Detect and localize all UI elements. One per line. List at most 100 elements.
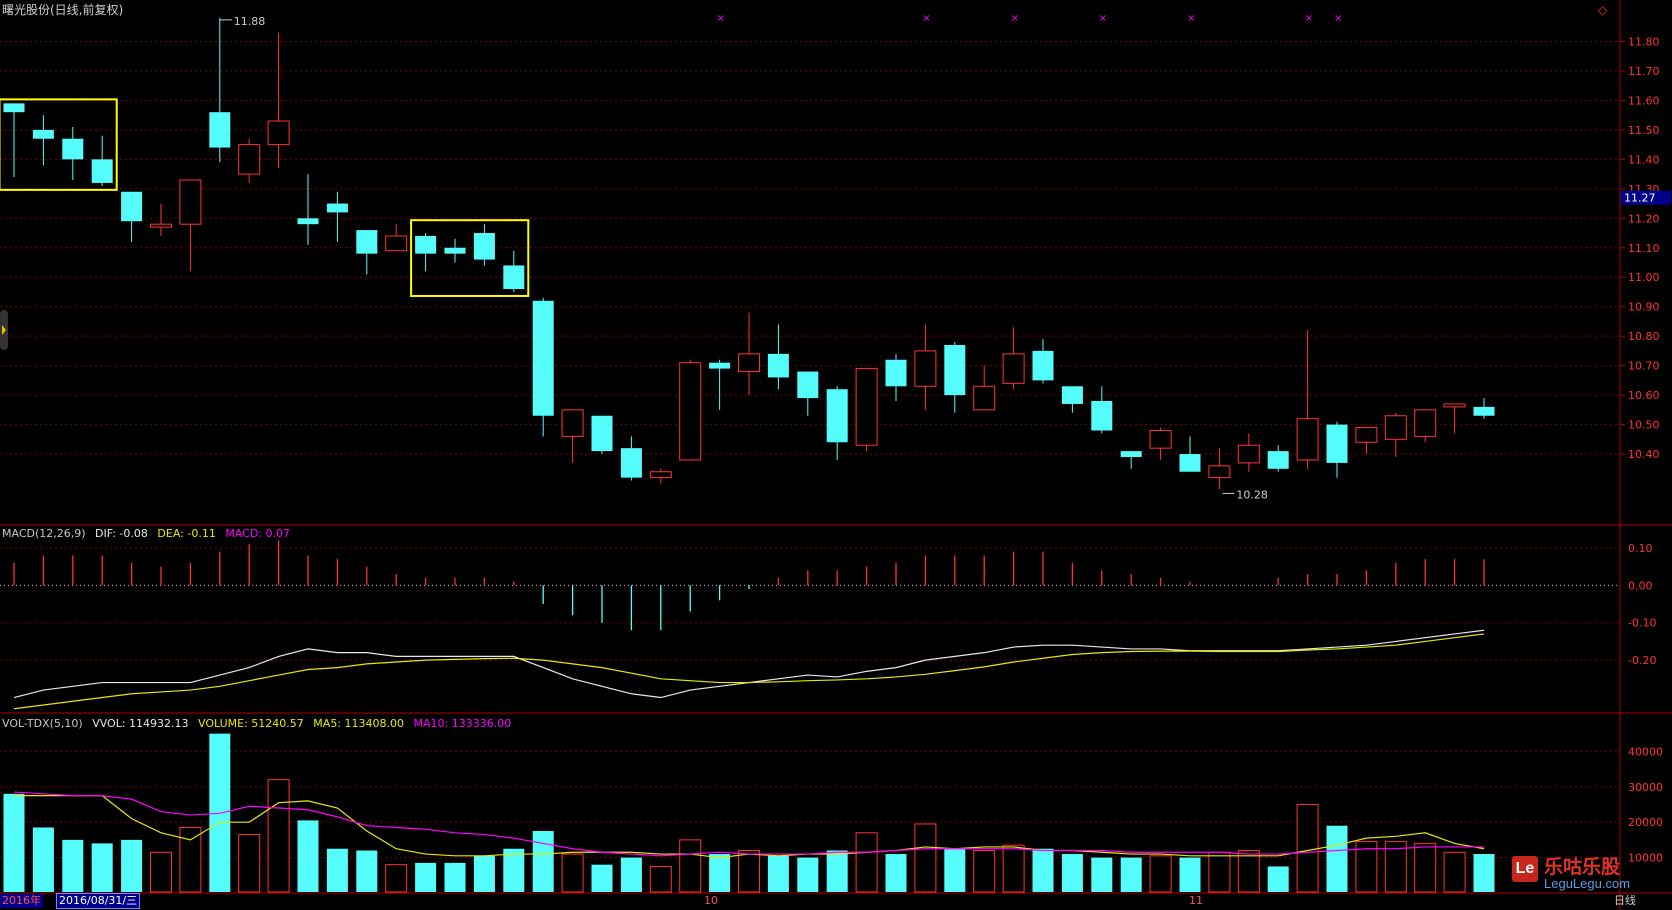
volume-bar xyxy=(855,832,878,893)
volume-bar xyxy=(150,851,172,893)
volume-bar xyxy=(944,848,966,892)
event-marker: × xyxy=(717,13,725,24)
candle-body xyxy=(1179,454,1201,472)
volume-bar xyxy=(385,864,408,893)
logo-en-text: LeguLegu.com xyxy=(1544,876,1631,891)
candle-body xyxy=(1355,427,1378,443)
macd-tick-label: 0.00 xyxy=(1628,579,1653,592)
candle-body xyxy=(738,353,760,373)
candle-body xyxy=(326,203,348,213)
candle-body xyxy=(209,112,231,148)
volume-bar xyxy=(1296,803,1319,893)
candle-body xyxy=(1443,403,1466,408)
event-marker: × xyxy=(922,13,930,24)
candle-body xyxy=(1326,424,1348,463)
volume-bar xyxy=(738,850,760,893)
volume-bar xyxy=(826,850,848,892)
cursor-date-label[interactable]: 2016/08/31/三 xyxy=(56,893,141,909)
event-marker: × xyxy=(1099,13,1107,24)
volume-bar xyxy=(238,834,261,893)
volume-ma5-line xyxy=(14,795,1485,859)
volume-bar xyxy=(503,848,525,892)
volume-bar xyxy=(1414,842,1437,893)
candle-body xyxy=(1473,406,1495,416)
volume-bar xyxy=(1208,851,1231,893)
volume-bar xyxy=(444,862,466,892)
volume-bar xyxy=(326,848,348,892)
year-label: 2016年 xyxy=(0,894,43,908)
candle-body xyxy=(1296,418,1319,461)
month-label-10: 10 xyxy=(704,894,718,907)
vol-legend-name: VOL-TDX(5,10) xyxy=(2,717,83,730)
legulegu-logo: Le 乐咕乐股 LeguLegu.com xyxy=(1512,852,1672,904)
volume-bar xyxy=(91,843,113,892)
candle-body xyxy=(444,247,466,254)
dea-line xyxy=(13,633,1485,710)
price-tick-label: 11.80 xyxy=(1628,35,1660,48)
candle-body xyxy=(385,235,408,252)
event-marker: × xyxy=(1011,13,1019,24)
volume-bar xyxy=(591,864,613,892)
volume-bar xyxy=(797,857,819,892)
candle-body xyxy=(620,448,642,478)
candle-body xyxy=(1384,415,1407,440)
candle-body xyxy=(62,138,84,160)
volume-bar xyxy=(1061,854,1083,892)
dif-line xyxy=(13,629,1485,699)
volume-bar xyxy=(914,823,937,893)
candle-body xyxy=(1267,451,1289,469)
candle-body xyxy=(415,235,437,254)
volume-bar xyxy=(679,839,702,893)
vol-legend-ma5: MA5: 113408.00 xyxy=(313,717,404,730)
candle-body xyxy=(91,159,113,183)
period-label[interactable]: 日线 xyxy=(1614,894,1636,907)
volume-ma10-line xyxy=(13,791,1484,857)
candle-body xyxy=(267,120,290,146)
macd-tick-label: -0.20 xyxy=(1628,654,1656,667)
price-tick-label: 11.60 xyxy=(1628,94,1660,107)
event-marker: × xyxy=(1187,13,1195,24)
candle-body xyxy=(179,179,202,225)
volume-bar xyxy=(973,850,996,893)
highlight-box xyxy=(0,98,118,191)
diamond-icon[interactable]: ◇ xyxy=(1598,3,1608,17)
candle-body xyxy=(885,359,907,387)
candle-body xyxy=(767,353,789,378)
volume-bar xyxy=(473,855,495,892)
event-marker: × xyxy=(1305,13,1313,24)
candle-body xyxy=(150,223,172,228)
candle-body xyxy=(914,350,937,387)
volume-bar xyxy=(1326,825,1348,892)
volume-bar xyxy=(709,854,731,892)
price-tick-label: 11.10 xyxy=(1628,242,1660,255)
macd-tick-label: 0.10 xyxy=(1628,542,1653,555)
candle-body xyxy=(1061,386,1083,404)
volume-bar xyxy=(32,827,54,892)
candle-body xyxy=(591,415,613,452)
candle-body xyxy=(1120,451,1142,458)
volume-legend: VOL-TDX(5,10) VVOL: 114932.13 VOLUME: 51… xyxy=(2,717,517,730)
candle-body xyxy=(532,300,554,416)
vol-legend-ma10: MA10: 133336.00 xyxy=(413,717,512,730)
logo-cn-text: 乐咕乐股 xyxy=(1544,856,1621,878)
expand-arrow-icon xyxy=(2,325,6,335)
candle-body xyxy=(826,389,848,443)
vol-legend-vvol: VVOL: 114932.13 xyxy=(92,717,189,730)
volume-tick-label: 40000 xyxy=(1628,745,1663,758)
volume-bar xyxy=(1179,857,1201,892)
candle-body xyxy=(503,265,525,290)
candle-body xyxy=(1237,444,1260,464)
candle-body xyxy=(32,129,54,139)
macd-legend-name: MACD(12,26,9) xyxy=(2,527,86,540)
volume-bar xyxy=(179,826,202,893)
price-tick-label: 11.00 xyxy=(1628,271,1660,284)
volume-bar xyxy=(1443,851,1466,893)
month-label-11: 11 xyxy=(1189,894,1203,907)
volume-bar xyxy=(3,793,25,892)
logo-mark: Le xyxy=(1512,856,1538,882)
candle-body xyxy=(561,409,584,437)
volume-bar xyxy=(1237,850,1260,893)
price-tick-label: 10.90 xyxy=(1628,301,1660,314)
candle-body xyxy=(356,230,378,254)
